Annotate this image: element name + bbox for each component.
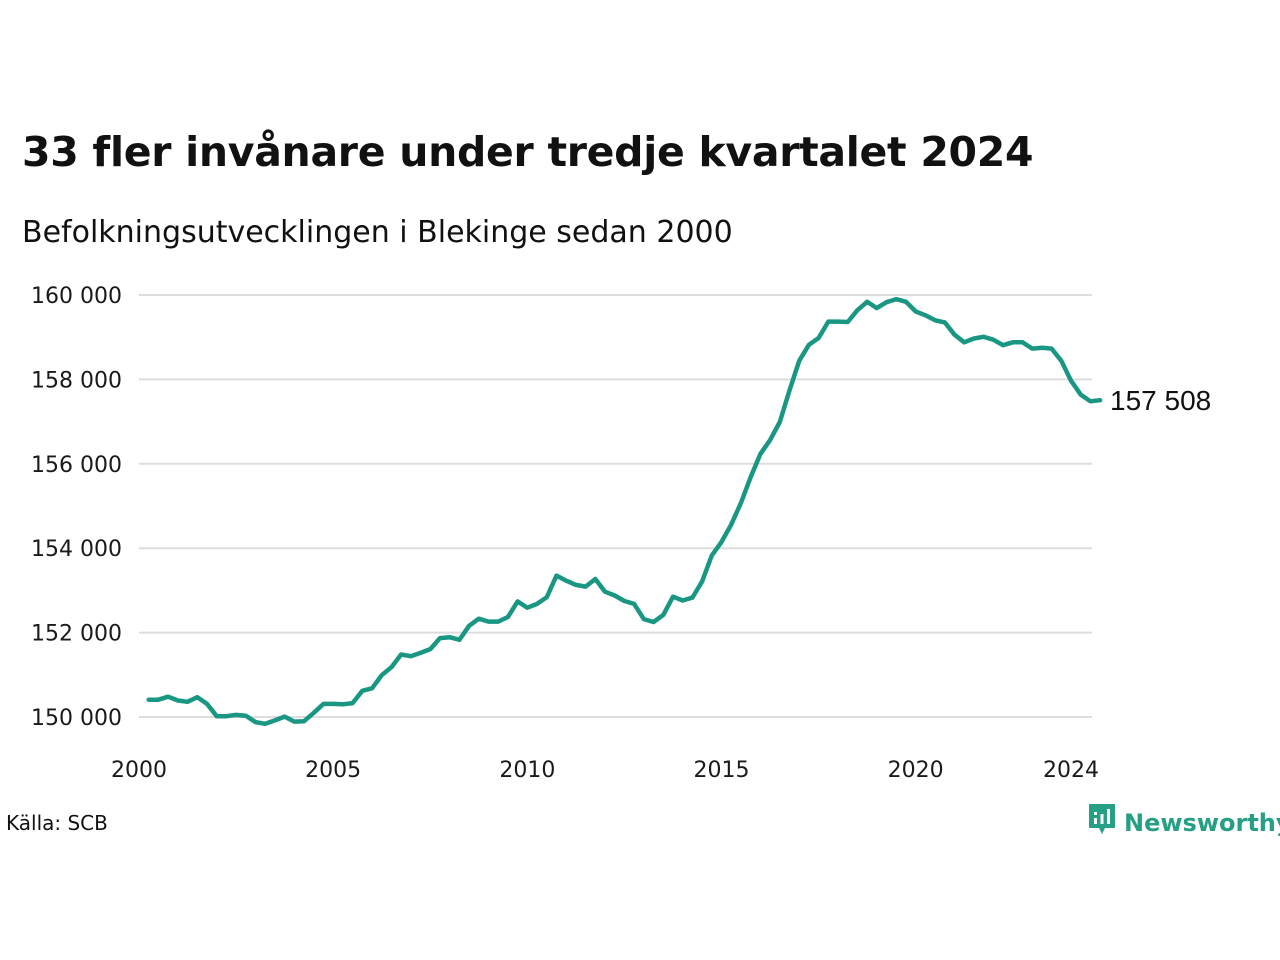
x-tick-label: 2000 [111,758,167,783]
chart-subtitle: Befolkningsutvecklingen i Blekinge sedan… [22,215,733,250]
x-tick-label: 2010 [499,758,555,783]
y-tick-label: 152 000 [31,622,122,647]
y-tick-label: 154 000 [31,537,122,562]
chart-title: 33 fler invånare under tredje kvartalet … [22,128,1034,176]
x-tick-label: 2020 [888,758,944,783]
y-axis-labels: 150 000 152 000 154 000 156 000 158 000 160 0… [31,284,122,731]
grid-lines [139,294,1092,718]
y-tick-label: 160 000 [31,284,122,309]
y-tick-label: 158 000 [31,368,122,393]
y-tick-label: 156 000 [31,453,122,478]
source-text: Källa: SCB [6,811,108,835]
x-axis-labels: 2000 2005 2010 2015 2020 2024 [111,758,1099,783]
brand-name: Newsworthy [1124,808,1280,837]
x-tick-label: 2015 [694,758,750,783]
x-tick-label: 2005 [305,758,361,783]
newsworthy-brand[interactable]: Newsworthy [1088,803,1280,842]
series-line [146,296,1103,727]
bar-chart-speech-bubble-icon [1088,803,1116,842]
x-tick-label: 2024 [1043,758,1099,783]
y-tick-label: 150 000 [31,706,122,731]
series-layer [146,296,1103,727]
end-value-label: 157 508 [1110,385,1211,416]
